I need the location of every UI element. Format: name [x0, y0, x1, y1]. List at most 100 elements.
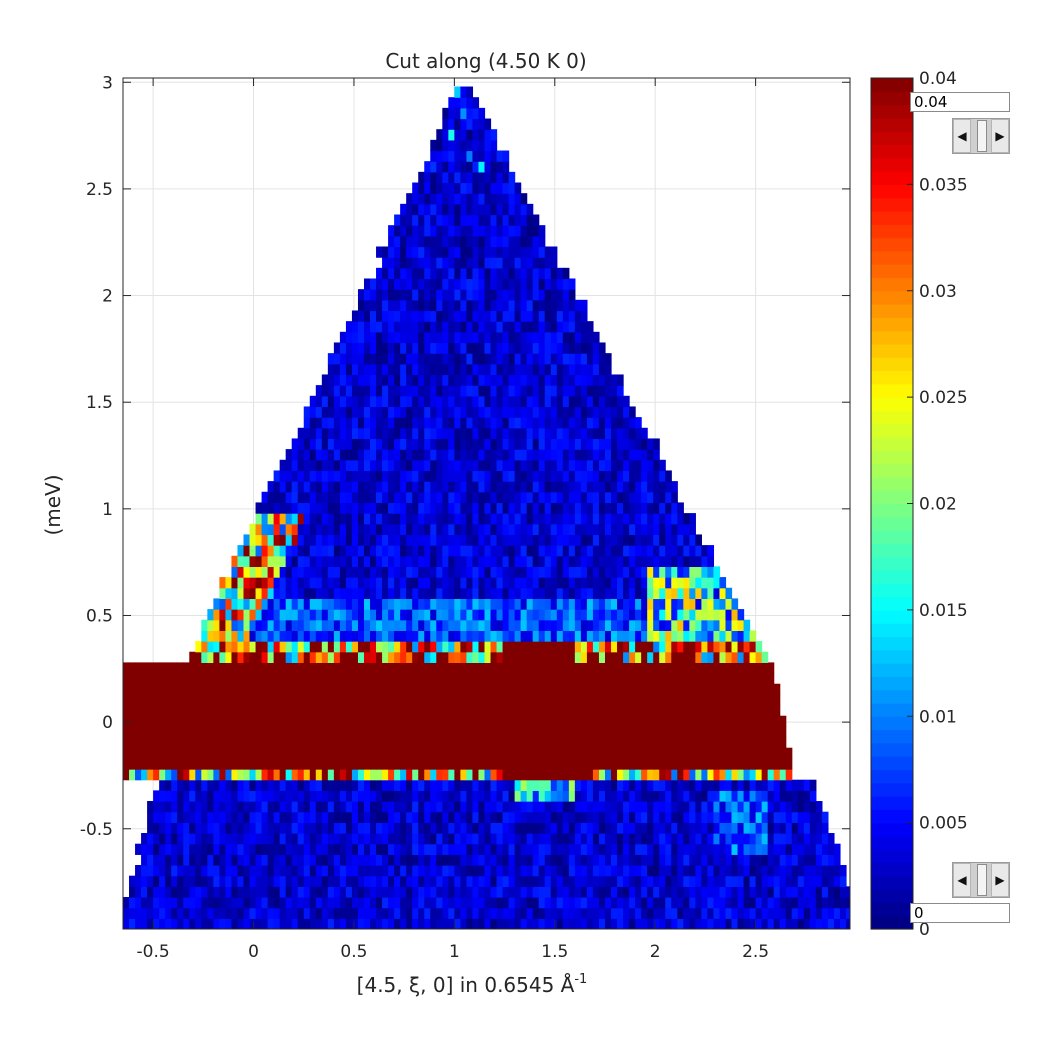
heatmap-cell [665, 747, 672, 759]
heatmap-cell [629, 513, 636, 525]
heatmap-cell [345, 449, 353, 461]
heatmap-cell [514, 491, 522, 504]
heatmap-cell [357, 481, 365, 493]
heatmap-cell [490, 609, 498, 621]
heatmap-cell [544, 619, 552, 631]
heatmap-cell [327, 417, 335, 429]
heatmap-cell [611, 854, 618, 866]
heatmap-cell [514, 918, 522, 929]
heatmap-cell [737, 897, 745, 909]
heatmap-cell [309, 641, 317, 653]
heatmap-cell [339, 619, 347, 631]
heatmap-cell [321, 801, 329, 813]
heatmap-cell [231, 577, 239, 589]
heatmap-cell [424, 694, 431, 706]
heatmap-cell [490, 491, 498, 504]
heatmap-cell [544, 875, 552, 887]
heatmap-cell [623, 897, 630, 909]
heatmap-cell [285, 918, 293, 929]
heatmap-cell [568, 481, 576, 493]
heatmap-cell [424, 417, 431, 429]
heatmap-cell [231, 662, 239, 674]
heatmap-cell [604, 662, 612, 674]
heatmap-cell [424, 363, 431, 376]
heatmap-cell [339, 769, 347, 781]
heatmap-cell [478, 865, 486, 877]
heatmap-cell [418, 683, 425, 695]
heatmap-cell [454, 353, 461, 365]
heatmap-cell [357, 321, 365, 333]
heatmap-cell [490, 598, 498, 610]
heatmap-cell [339, 801, 347, 813]
heatmap-cell [592, 811, 600, 823]
heatmap-cell [472, 790, 480, 802]
heatmap-cell [484, 875, 492, 887]
heatmap-cell [345, 918, 353, 929]
heatmap-cell [773, 683, 781, 695]
heatmap-cell [363, 811, 371, 823]
heatmap-cell [845, 886, 850, 898]
heatmap-cell [442, 897, 449, 909]
heatmap-cell [351, 321, 359, 333]
heatmap-cell [285, 491, 293, 504]
heatmap-cell [623, 577, 630, 589]
heatmap-cell [297, 918, 305, 929]
heatmap-cell [436, 715, 443, 727]
heatmap-cell [647, 726, 654, 738]
heatmap-cell [454, 715, 461, 727]
heatmap-cell [508, 342, 516, 354]
heatmap-cell [195, 641, 202, 653]
heatmap-cell [617, 470, 624, 482]
heatmap-cell [291, 513, 299, 525]
heatmap-cell [629, 790, 636, 802]
heatmap-cell [815, 833, 823, 845]
heatmap-cell [321, 747, 329, 759]
heatmap-cell [701, 609, 709, 621]
heatmap-cell [749, 918, 757, 929]
heatmap-cell [400, 523, 407, 536]
heatmap-cell [412, 747, 419, 759]
heatmap-cell [207, 662, 214, 674]
heatmap-cell [550, 769, 558, 781]
heatmap-cell [592, 577, 600, 589]
heatmap-cell [165, 715, 172, 727]
heatmap-cell [249, 907, 257, 919]
heatmap-cell [255, 534, 263, 546]
heatmap-cell [568, 342, 576, 354]
heatmap-cell [327, 449, 335, 461]
heatmap-cell [460, 342, 468, 354]
heatmap-cell [544, 449, 552, 461]
heatmap-cell [617, 523, 624, 536]
heatmap-cell [273, 758, 281, 770]
heatmap-cell [370, 641, 377, 653]
heatmap-cell [544, 395, 552, 408]
heatmap-cell [454, 907, 461, 919]
heatmap-cell [412, 811, 419, 823]
heatmap-cell [544, 470, 552, 482]
heatmap-cell [520, 673, 528, 685]
heatmap-cell [442, 641, 449, 653]
heatmap-cell [496, 427, 504, 440]
heatmap-cell [490, 353, 498, 365]
heatmap-cell [351, 875, 359, 887]
heatmap-cell [659, 523, 666, 536]
heatmap-cell [490, 833, 498, 845]
heatmap-cell [424, 395, 431, 408]
heatmap-cell [424, 715, 431, 727]
heatmap-cell [436, 523, 443, 536]
heatmap-cell [183, 705, 190, 717]
heatmap-cell [213, 758, 220, 770]
heatmap-cell [604, 705, 612, 717]
heatmap-cell [550, 833, 558, 845]
heatmap-cell [297, 651, 305, 663]
heatmap-cell [400, 385, 407, 397]
heatmap-cell [749, 662, 757, 674]
heatmap-cell [315, 417, 323, 429]
heatmap-cell [472, 513, 480, 525]
heatmap-cell [249, 566, 257, 578]
heatmap-cell [261, 726, 269, 738]
heatmap-cell [526, 353, 534, 365]
heatmap-cell [562, 875, 570, 887]
heatmap-cell [586, 758, 594, 770]
heatmap-cell [345, 331, 353, 344]
